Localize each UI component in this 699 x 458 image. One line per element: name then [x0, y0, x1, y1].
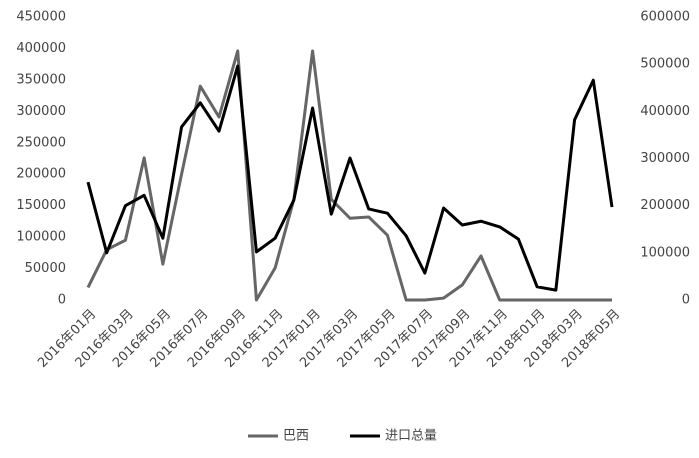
y-tick-label: 250000: [16, 135, 66, 150]
legend-label: 巴西: [283, 429, 309, 444]
y-tick-label: 400000: [16, 41, 66, 56]
legend-label: 进口总量: [385, 429, 437, 444]
y-tick-label: 450000: [16, 10, 66, 25]
y-tick-label: 350000: [16, 72, 66, 87]
y2-tick-label: 200000: [640, 198, 690, 213]
y2-tick-label: 300000: [640, 151, 690, 166]
y-tick-label: 0: [58, 293, 66, 308]
y2-tick-label: 0: [682, 293, 690, 308]
y2-tick-label: 100000: [640, 245, 690, 260]
line-series: [86, 64, 614, 292]
y2-tick-label: 600000: [640, 10, 690, 25]
y2-tick-label: 400000: [640, 104, 690, 119]
y-tick-label: 100000: [16, 230, 66, 245]
line-series: [86, 49, 612, 302]
y-tick-label: 200000: [16, 167, 66, 182]
y-tick-label: 150000: [16, 198, 66, 213]
y-tick-label: 50000: [25, 261, 66, 276]
y2-tick-label: 500000: [640, 57, 690, 72]
y-tick-label: 300000: [16, 104, 66, 119]
